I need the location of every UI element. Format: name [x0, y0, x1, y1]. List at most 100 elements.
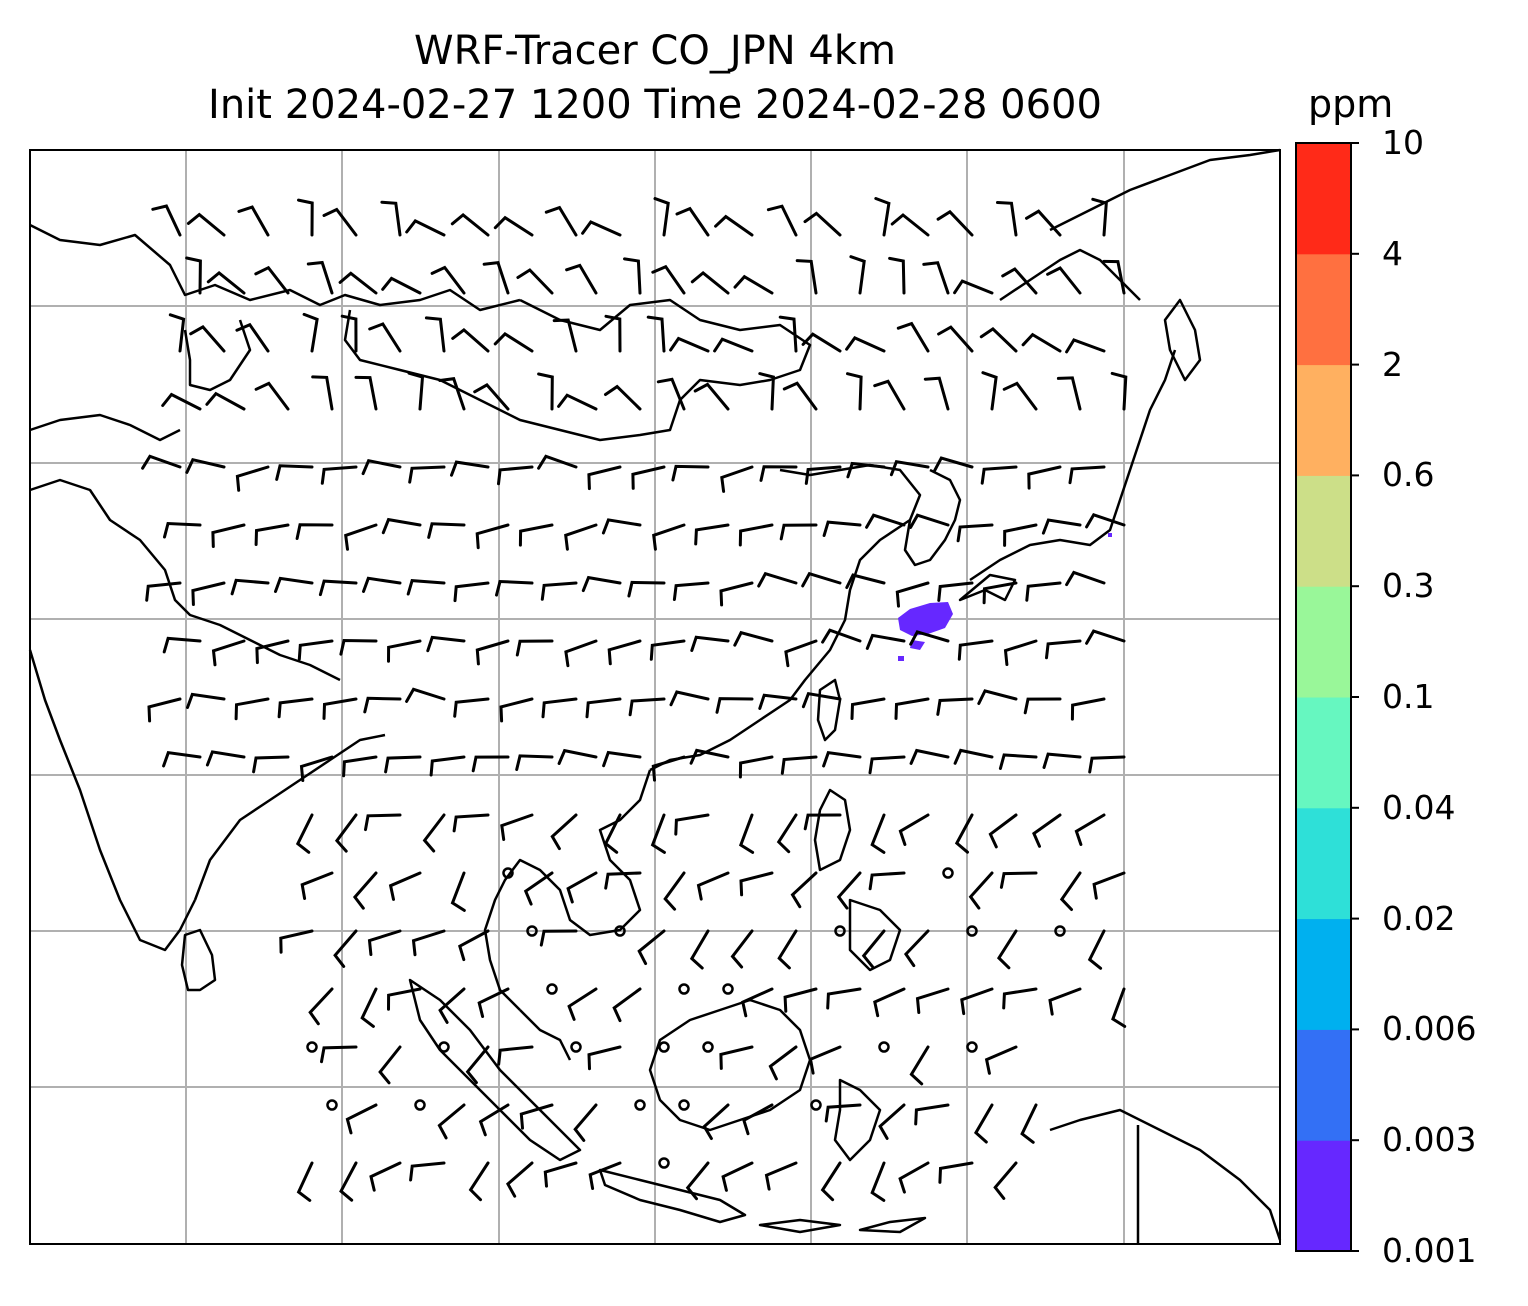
wind-barb — [730, 929, 754, 969]
india-coastline — [28, 649, 197, 952]
wind-barb — [426, 635, 466, 653]
wind-barb — [764, 1161, 798, 1191]
wind-barb — [318, 579, 358, 597]
wind-barb — [367, 929, 402, 956]
colorbar-tick-label: 0.006 — [1382, 1009, 1477, 1049]
wind-barb — [581, 220, 622, 237]
wind-barb — [564, 523, 598, 551]
wind-barb — [537, 372, 554, 411]
wind-barb — [898, 813, 930, 846]
wind-barb — [923, 376, 950, 411]
wind-barb — [803, 813, 842, 831]
wind-barb — [299, 755, 334, 782]
sumatra-coast — [408, 978, 582, 1162]
wind-barb — [252, 755, 290, 774]
wind-barb — [408, 465, 446, 484]
wind-barb — [352, 871, 378, 910]
calm-wind-circle — [326, 1099, 338, 1111]
wind-barb — [235, 465, 270, 492]
calm-wind-circle — [678, 1099, 690, 1111]
wind-barb — [693, 382, 730, 411]
wind-barb — [631, 465, 666, 490]
borneo-coast — [648, 998, 812, 1132]
wind-barb — [898, 1161, 930, 1194]
colorbar-segment — [1296, 697, 1351, 809]
wind-barb — [422, 813, 446, 853]
wind-barb — [277, 697, 314, 719]
wind-barb — [518, 523, 554, 547]
colorbar-segment — [1296, 1140, 1351, 1252]
wind-barb — [937, 581, 974, 602]
colorbar-tick-label: 0.04 — [1382, 787, 1456, 827]
indochina-coast — [483, 769, 652, 1011]
wind-barb — [342, 755, 378, 778]
calm-wind-circle — [810, 1099, 822, 1111]
wind-barb — [690, 270, 730, 295]
wind-barb — [362, 576, 402, 593]
wind-barb — [669, 690, 710, 707]
wind-barb — [452, 813, 490, 833]
wind-barb — [922, 261, 950, 295]
wind-barb — [495, 579, 534, 597]
wind-barb — [333, 929, 358, 968]
wind-barb — [652, 523, 686, 551]
wind-barb — [1023, 697, 1062, 715]
wind-barb — [1111, 987, 1127, 1028]
wind-barb — [339, 638, 378, 656]
wind-barb — [1085, 512, 1126, 529]
wind-barb — [888, 256, 906, 295]
wind-barb — [1021, 332, 1062, 353]
wind-barb — [499, 697, 534, 723]
colorbar-tick-label: 0.001 — [1382, 1231, 1477, 1270]
wind-barb — [780, 755, 818, 775]
wind-barb — [163, 521, 202, 539]
wind-barb — [473, 382, 510, 411]
wind-barb — [302, 312, 319, 353]
wind-barb — [674, 813, 710, 836]
wind-barb — [557, 748, 598, 765]
colorbar-segment — [1296, 143, 1351, 255]
wind-barb — [999, 871, 1038, 889]
wind-barb — [822, 751, 862, 768]
calm-wind-circle — [678, 983, 690, 995]
wind-barb — [953, 748, 994, 765]
wind-barb — [234, 697, 270, 721]
wind-barb — [162, 636, 202, 654]
wind-barb — [663, 871, 686, 911]
wind-barb — [453, 697, 490, 718]
colorbar-segment — [1296, 586, 1351, 698]
wind-barb — [909, 513, 950, 529]
wind-barb — [903, 929, 930, 968]
wind-barb — [873, 987, 906, 1018]
wind-barb — [675, 206, 710, 237]
wind-barb — [588, 1161, 622, 1190]
japan-honshu-coast — [969, 349, 1177, 582]
wind-barb — [1074, 813, 1106, 846]
wind-barb — [505, 1161, 534, 1198]
wind-barb — [186, 212, 226, 237]
wind-barb — [320, 465, 358, 485]
wind-barb — [540, 581, 578, 601]
central-asia-border — [29, 413, 181, 442]
colorbar-tick-label: 0.003 — [1382, 1120, 1477, 1160]
wind-barb — [424, 316, 446, 353]
wind-barb — [297, 639, 334, 661]
calm-wind-circle — [438, 1041, 450, 1053]
wind-barb — [739, 871, 774, 897]
sri-lanka-coast — [180, 928, 217, 992]
wind-barb — [145, 581, 182, 602]
wind-barb — [364, 813, 402, 832]
wind-barb — [1091, 197, 1108, 237]
wind-barb — [956, 523, 994, 543]
wind-barb — [1056, 376, 1082, 411]
wind-barb — [685, 1161, 710, 1201]
colorbar — [1295, 142, 1359, 1252]
wind-barb — [544, 205, 578, 237]
wind-barb — [1048, 987, 1082, 1016]
wind-barb — [933, 456, 974, 472]
wind-barb — [185, 256, 202, 295]
wind-barb — [982, 581, 1018, 605]
calm-wind-circle — [570, 1041, 582, 1053]
wind-barb — [914, 1103, 950, 1126]
wind-barb — [738, 523, 774, 547]
